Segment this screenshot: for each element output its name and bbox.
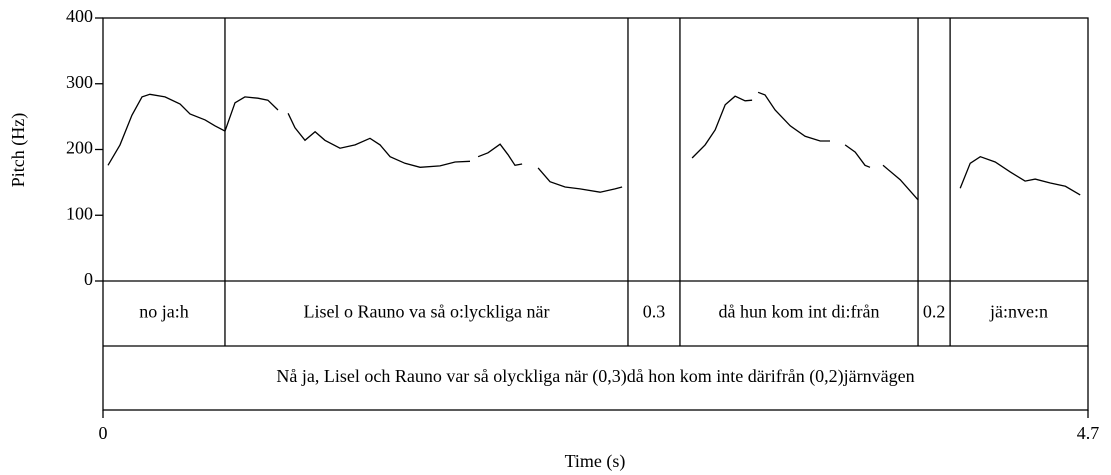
plot-frame xyxy=(102,17,1089,411)
interval-label: 0.3 xyxy=(643,302,666,322)
y-tick-label: 200 xyxy=(66,138,93,158)
interval-label: Nå ja, Lisel och Rauno var så olyckliga … xyxy=(276,366,914,387)
y-tick-label: 300 xyxy=(66,72,93,92)
pitch-contour xyxy=(107,91,1081,201)
interval-label: 0.2 xyxy=(923,302,946,322)
x-tick-label: 4.7 xyxy=(1077,423,1100,443)
y-tick-label: 400 xyxy=(66,6,93,26)
interval-label: då hun kom int di:från xyxy=(719,302,880,322)
interval-label: no ja:h xyxy=(139,302,189,322)
interval-label: Lisel o Rauno va så o:lyckliga när xyxy=(304,302,550,322)
interval-label: jä:nve:n xyxy=(989,302,1048,322)
y-axis-label: Pitch (Hz) xyxy=(8,113,29,187)
x-axis-label: Time (s) xyxy=(565,451,626,472)
y-tick-label: 0 xyxy=(84,269,93,289)
x-tick-label: 0 xyxy=(99,423,108,443)
y-tick-label: 100 xyxy=(66,203,93,223)
